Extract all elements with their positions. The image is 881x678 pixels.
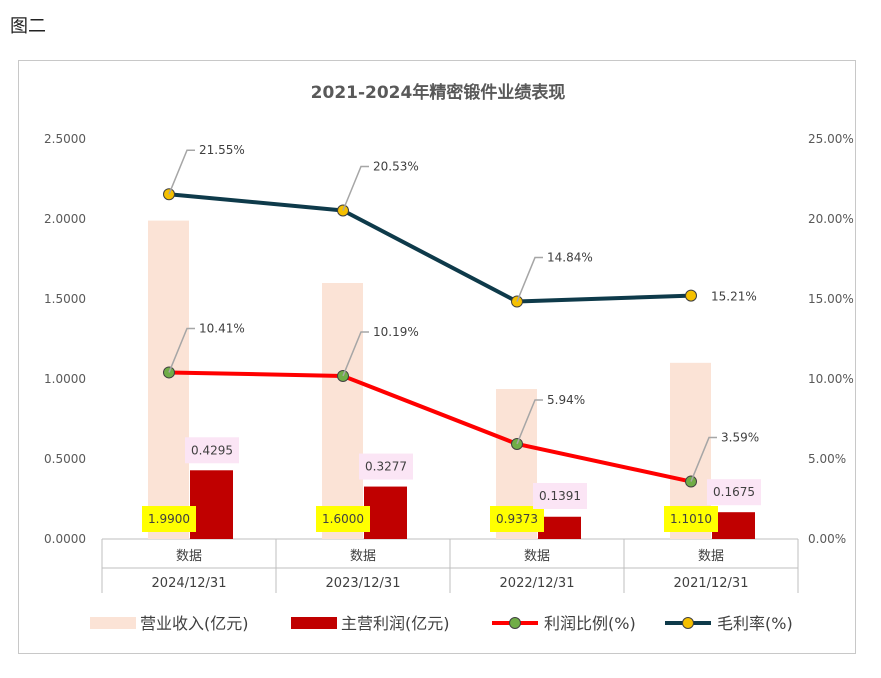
data-label-gross-margin: 14.84% <box>547 251 593 265</box>
legend-label: 主营利润(亿元) <box>341 614 450 633</box>
figure-caption: 图二 <box>10 16 46 37</box>
y-left-tick: 2.5000 <box>44 132 86 146</box>
legend-label: 毛利率(%) <box>717 614 793 633</box>
legend: 营业收入(亿元) 主营利润(亿元) 利润比例(%) 毛利率(%) <box>90 614 793 633</box>
legend-swatch-marker <box>682 617 694 629</box>
leader-line <box>690 436 717 482</box>
x-subcategory-label: 数据 <box>176 549 202 564</box>
y-right-tick: 20.00% <box>808 212 854 226</box>
axes: 0.0000 0.5000 1.0000 1.5000 2.0000 2.5000 0.00… <box>44 132 854 593</box>
y-right-tick: 0.00% <box>808 532 846 546</box>
data-label-profit-ratio: 10.19% <box>373 325 419 339</box>
bar-profit <box>364 486 407 539</box>
y-left-tick: 2.0000 <box>44 212 86 226</box>
leader-line <box>168 327 195 373</box>
legend-swatch <box>90 617 136 629</box>
x-category-label: 2024/12/31 <box>152 576 227 591</box>
data-label-profit-ratio: 5.94% <box>547 393 585 407</box>
label-bg-revenue <box>664 506 718 532</box>
x-category-label: 2023/12/31 <box>326 576 401 591</box>
label-bg-revenue <box>142 506 196 532</box>
legend-label: 利润比例(%) <box>544 614 636 633</box>
label-bg-profit <box>707 479 761 506</box>
y-right-tick: 15.00% <box>808 292 854 306</box>
data-label-gross-margin: 15.21% <box>711 290 757 304</box>
y-right-tick: 10.00% <box>808 372 854 386</box>
label-bg-profit <box>185 437 239 464</box>
label-bg-revenue <box>316 506 370 532</box>
label-bg-profit <box>359 453 413 480</box>
y-right-tick: 25.00% <box>808 132 854 146</box>
legend-swatch-marker <box>509 617 521 629</box>
line-profit-ratio <box>168 370 692 484</box>
leader-line <box>342 165 369 211</box>
lines <box>163 188 697 488</box>
data-label-profit-ratio: 3.59% <box>721 431 759 445</box>
bar-profit <box>538 516 581 539</box>
x-subcategory-label: 数据 <box>698 549 724 564</box>
y-left-tick: 0.5000 <box>44 452 86 466</box>
data-label-revenue: 0.9373 <box>496 512 538 526</box>
marker-gross-margin <box>685 289 697 302</box>
data-label-revenue: 1.9900 <box>148 512 190 526</box>
data-label-profit: 0.3277 <box>365 460 407 474</box>
y-right-tick: 5.00% <box>808 452 846 466</box>
label-bg-revenue <box>490 506 544 532</box>
bar-profit <box>712 512 755 539</box>
data-label-profit-ratio: 10.41% <box>199 321 245 335</box>
y-left-tick: 1.0000 <box>44 372 86 386</box>
data-label-profit: 0.1391 <box>539 489 581 503</box>
data-label-gross-margin: 20.53% <box>373 160 419 174</box>
data-label-revenue: 1.6000 <box>322 512 364 526</box>
leader-line <box>516 399 543 445</box>
bar-profit <box>190 470 233 539</box>
leader-line <box>516 256 543 302</box>
data-label-profit: 0.4295 <box>191 443 233 457</box>
bar-revenue <box>148 220 189 539</box>
y-left-tick: 1.5000 <box>44 292 86 306</box>
x-subcategory-label: 数据 <box>524 549 550 564</box>
bar-revenue <box>322 283 363 539</box>
legend-swatch <box>291 617 337 629</box>
data-label-revenue: 1.1010 <box>670 512 712 526</box>
data-labels: 1.9900 1.6000 0.9373 1.1010 0.4295 0.3277 0.13… <box>142 143 761 532</box>
line-gross-margin <box>168 192 692 304</box>
leader-line <box>342 331 369 377</box>
leader-line <box>168 149 195 195</box>
legend-label: 营业收入(亿元) <box>140 614 249 633</box>
x-subcategory-label: 数据 <box>350 549 376 564</box>
x-category-label: 2021/12/31 <box>674 576 749 591</box>
x-category-label: 2022/12/31 <box>500 576 575 591</box>
chart-title: 2021-2024年精密锻件业绩表现 <box>311 82 566 103</box>
y-left-tick: 0.0000 <box>44 532 86 546</box>
data-label-gross-margin: 21.55% <box>199 143 245 157</box>
label-bg-profit <box>533 483 587 509</box>
data-label-profit: 0.1675 <box>713 485 755 499</box>
